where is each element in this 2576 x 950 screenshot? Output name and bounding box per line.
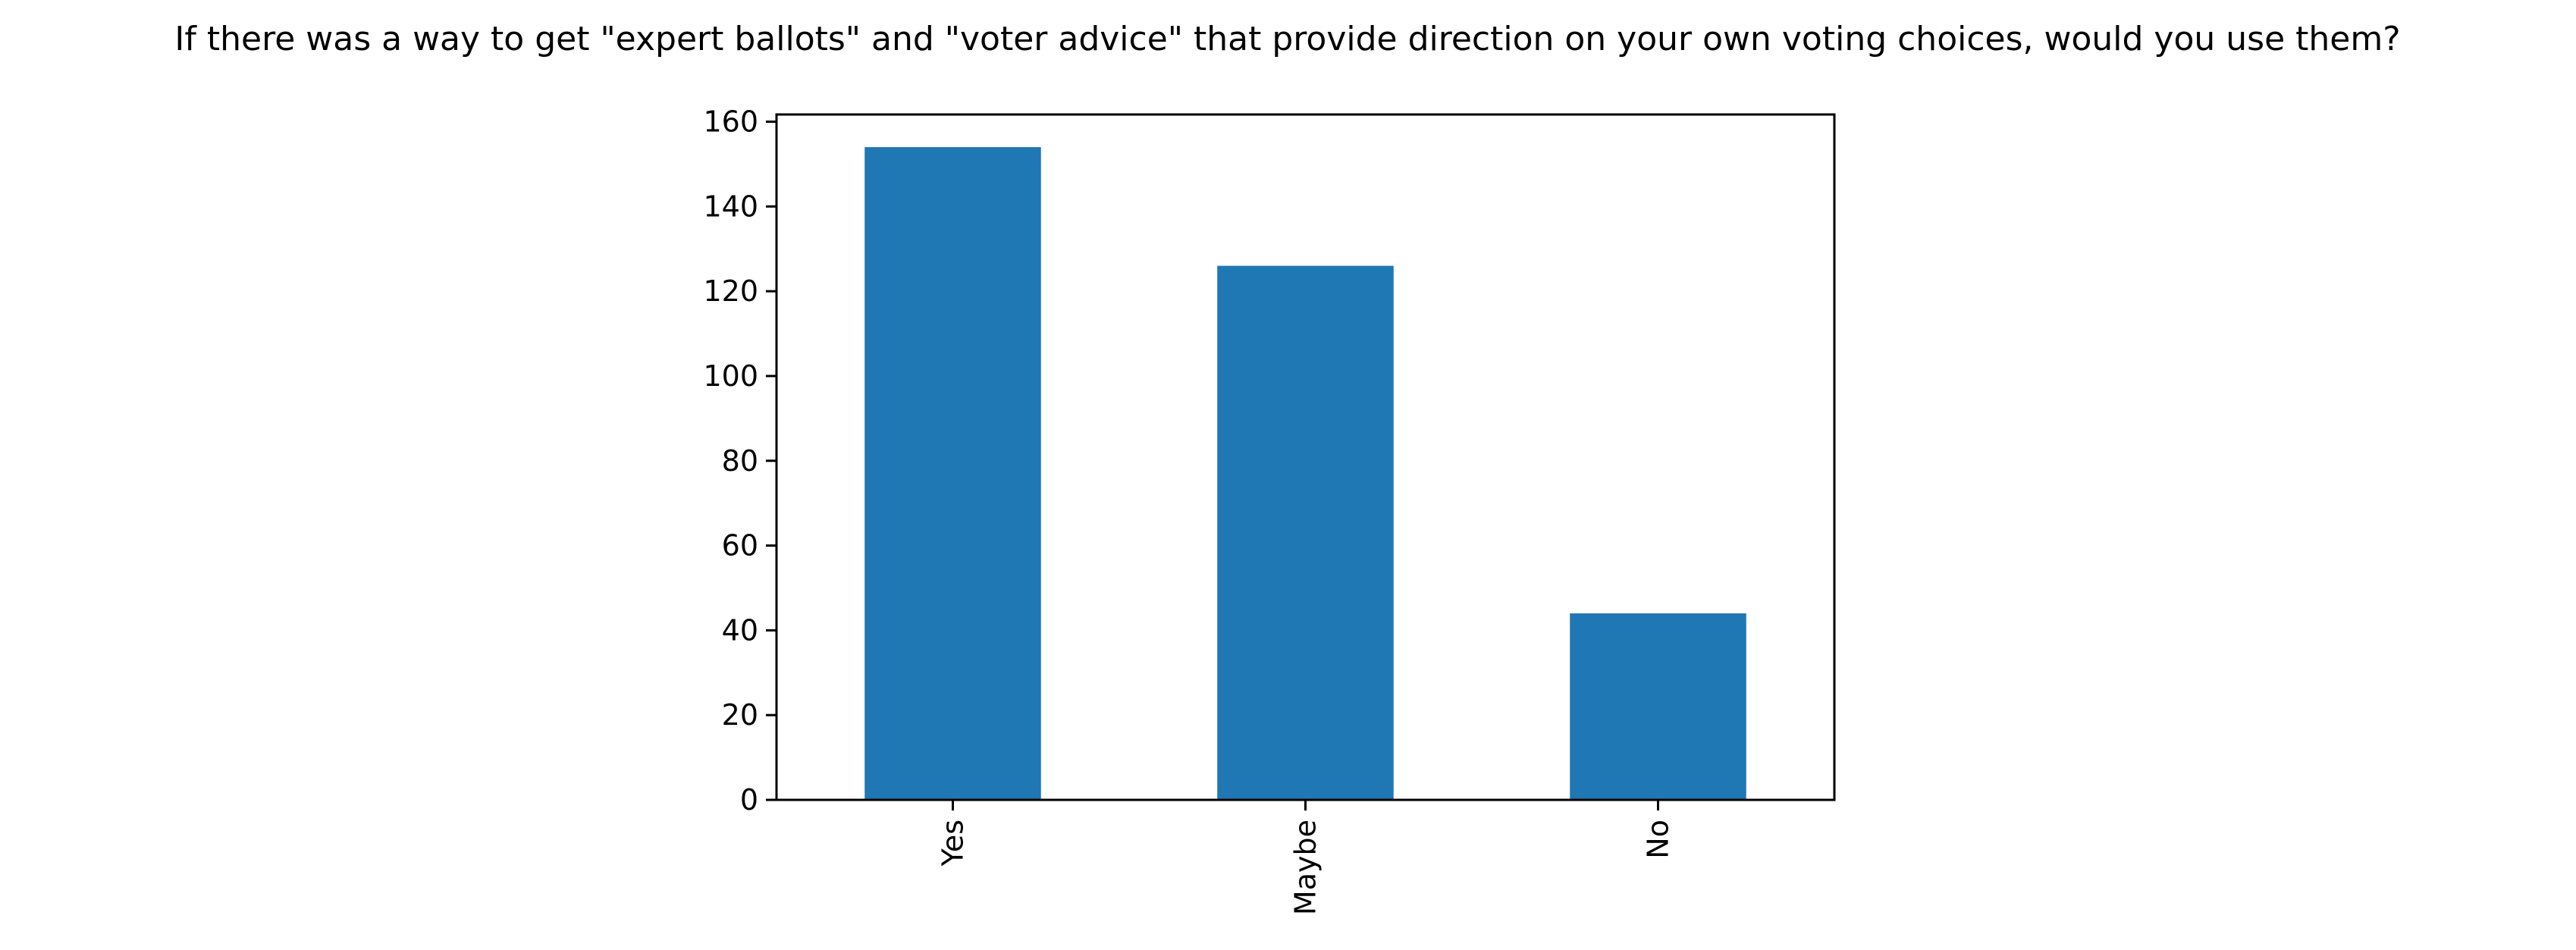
bar-maybe <box>1217 265 1394 800</box>
y-tick-label: 0 <box>740 783 758 817</box>
bar-yes <box>864 147 1041 801</box>
y-tick-label: 120 <box>703 274 758 308</box>
y-tick-label: 20 <box>722 698 758 732</box>
y-tick-label: 60 <box>722 529 758 563</box>
plot-frame <box>775 113 1836 801</box>
bars-group <box>864 147 1746 801</box>
y-tick-label: 40 <box>722 613 758 647</box>
y-tick-label: 160 <box>703 105 758 139</box>
y-tick-label: 80 <box>722 444 758 478</box>
x-tick-label-no: No <box>1642 820 1675 859</box>
y-tick-label: 140 <box>703 190 758 223</box>
x-axis: Yes Maybe No <box>937 800 1675 915</box>
x-tick-label-yes: Yes <box>937 820 970 867</box>
y-tick-label: 100 <box>703 359 758 393</box>
bar-no <box>1570 613 1746 800</box>
x-tick-label-maybe: Maybe <box>1289 820 1323 915</box>
chart-title: If there was a way to get "expert ballot… <box>174 20 2400 58</box>
y-axis: 0 20 40 60 80 100 120 140 160 <box>703 105 777 817</box>
